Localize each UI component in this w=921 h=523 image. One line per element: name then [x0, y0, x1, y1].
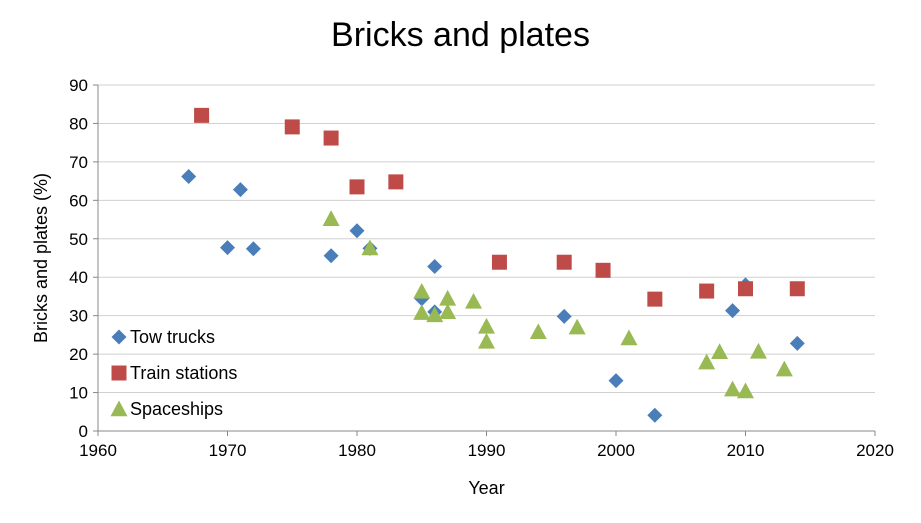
data-point-train-stations	[699, 283, 715, 299]
data-point-spaceships	[620, 329, 638, 346]
data-point-spaceships	[439, 303, 457, 320]
data-point-spaceships	[737, 382, 754, 399]
data-point-tow-trucks	[427, 258, 443, 274]
data-point-train-stations	[647, 291, 663, 307]
data-point-tow-trucks	[349, 223, 365, 239]
legend-marker-tow-trucks	[111, 329, 127, 345]
data-point-spaceships	[465, 292, 483, 309]
data-point-spaceships	[426, 306, 444, 323]
data-point-tow-trucks	[323, 248, 339, 264]
x-tick-label: 2010	[727, 441, 765, 460]
data-point-tow-trucks	[556, 308, 572, 324]
legend-label-train-stations: Train stations	[130, 363, 237, 383]
y-tick-label: 40	[69, 268, 88, 287]
gridlines	[98, 84, 875, 394]
y-tick-label: 20	[69, 345, 88, 364]
data-point-train-stations	[349, 179, 365, 195]
x-axis-title: Year	[468, 478, 504, 498]
y-tick-label: 0	[79, 422, 88, 441]
x-tick-label: 1970	[209, 441, 247, 460]
chart-title: Bricks and plates	[331, 16, 590, 54]
x-tick-label: 2020	[856, 441, 894, 460]
data-point-tow-trucks	[181, 168, 197, 184]
data-point-spaceships	[698, 353, 716, 370]
data-point-tow-trucks	[725, 303, 741, 319]
data-point-train-stations	[595, 262, 611, 278]
data-point-spaceships	[439, 289, 457, 306]
x-tick-label: 1960	[79, 441, 117, 460]
data-point-tow-trucks	[789, 335, 805, 351]
legend-marker-train-stations	[111, 365, 127, 381]
legend-label-tow-trucks: Tow trucks	[130, 327, 215, 347]
x-tick-label: 2000	[597, 441, 635, 460]
x-tick-label: 1990	[468, 441, 506, 460]
data-point-tow-trucks	[232, 182, 248, 198]
data-point-train-stations	[491, 254, 507, 270]
data-point-spaceships	[529, 323, 547, 340]
legend-label-spaceships: Spaceships	[130, 399, 223, 419]
y-tick-label: 10	[69, 384, 88, 403]
data-point-tow-trucks	[245, 241, 261, 257]
data-point-spaceships	[478, 317, 495, 334]
x-tick-label: 1980	[338, 441, 376, 460]
data-point-spaceships	[711, 343, 729, 360]
data-point-spaceships	[478, 332, 495, 349]
data-point-spaceships	[413, 304, 431, 320]
legend: Tow trucks Train stations Spaceships	[110, 327, 237, 419]
data-point-spaceships	[724, 380, 742, 397]
y-tick-label: 60	[69, 191, 88, 210]
data-point-spaceships	[413, 282, 431, 299]
data-point-spaceships	[361, 239, 379, 256]
data-point-tow-trucks	[220, 240, 235, 256]
data-point-spaceships	[322, 210, 340, 227]
data-point-tow-trucks	[608, 373, 624, 389]
y-tick-label: 90	[69, 76, 88, 95]
y-tick-label: 70	[69, 153, 88, 172]
data-point-spaceships	[568, 318, 586, 335]
data-point-train-stations	[738, 281, 753, 297]
y-tick-label: 50	[69, 230, 88, 249]
y-tick-label: 80	[69, 114, 88, 133]
data-point-train-stations	[789, 281, 805, 297]
data-point-train-stations	[556, 254, 572, 270]
legend-marker-spaceships	[110, 400, 128, 417]
y-tick-label: 30	[69, 307, 88, 326]
data-point-tow-trucks	[647, 407, 663, 423]
data-point-train-stations	[194, 107, 210, 123]
y-axis-title: Bricks and plates (%)	[31, 173, 51, 343]
axes: 0 10 20 30 40 50 60 70 80 90 1960 1970 1980 1990 2000 2…	[69, 76, 894, 460]
data-point-train-stations	[388, 174, 404, 190]
data-point-train-stations	[284, 119, 300, 135]
data-point-spaceships	[775, 360, 793, 377]
data-point-spaceships	[749, 342, 767, 359]
data-points	[181, 107, 805, 423]
data-point-train-stations	[323, 130, 339, 146]
